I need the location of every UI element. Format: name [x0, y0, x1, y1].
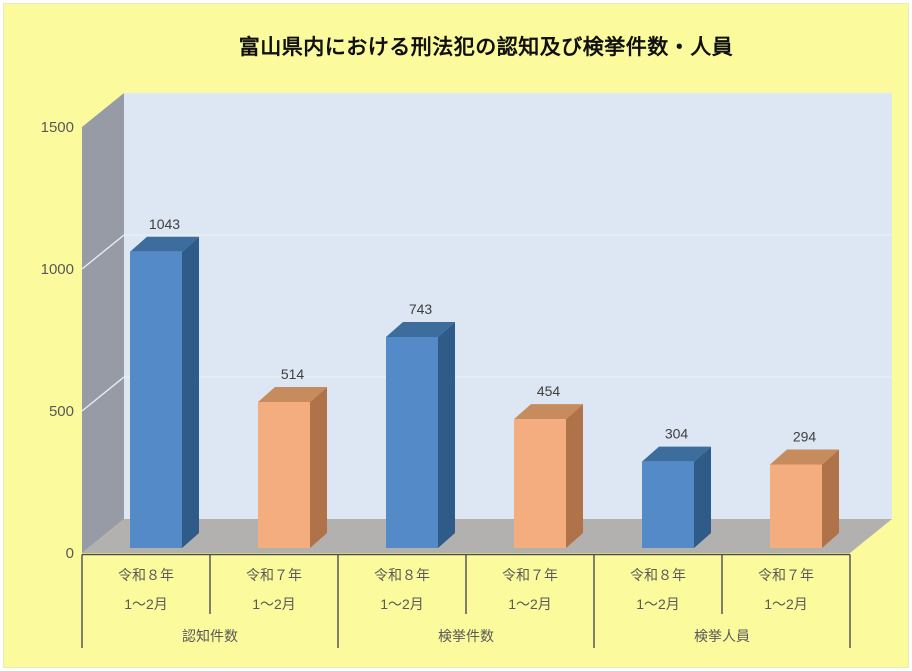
bar-side-face — [182, 236, 199, 548]
bar-front-face — [258, 402, 310, 548]
bar-value-label: 1043 — [149, 216, 180, 232]
category-month-label: 1〜2月 — [764, 596, 808, 612]
bar-side-face — [438, 321, 455, 548]
chart-title: 富山県内における刑法犯の認知及び検挙件数・人員 — [238, 36, 734, 59]
bar-value-label: 514 — [281, 366, 305, 382]
bar-top-face — [770, 449, 839, 465]
category-month-label: 1〜2月 — [124, 596, 168, 612]
bar-front-face — [642, 461, 694, 548]
category-year-label: 令和７年 — [502, 567, 558, 583]
bar-reiwa8 — [386, 321, 455, 548]
back-wall — [124, 93, 892, 519]
y-axis-tick-label: 1500 — [41, 119, 74, 136]
bar-top-face — [130, 236, 199, 252]
category-year-label: 令和８年 — [374, 567, 430, 583]
bar-side-face — [310, 387, 327, 548]
y-axis-tick-label: 0 — [66, 545, 74, 562]
bar-front-face — [514, 419, 566, 548]
bar-top-face — [514, 404, 583, 420]
bar-side-face — [566, 404, 583, 548]
side-wall — [82, 93, 124, 553]
bar-top-face — [642, 446, 711, 462]
category-year-label: 令和７年 — [246, 567, 302, 583]
bar-value-label: 454 — [537, 383, 561, 399]
category-month-label: 1〜2月 — [508, 596, 552, 612]
category-month-label: 1〜2月 — [252, 596, 296, 612]
bar-reiwa7 — [258, 387, 327, 548]
category-year-label: 令和７年 — [758, 567, 814, 583]
category-year-label: 令和８年 — [118, 567, 174, 583]
group-label: 認知件数 — [182, 628, 238, 644]
bar-reiwa7 — [514, 404, 583, 548]
bar-top-face — [386, 321, 455, 337]
bar-reiwa8 — [130, 236, 199, 548]
bar-value-label: 743 — [409, 301, 433, 317]
category-year-label: 令和８年 — [630, 567, 686, 583]
bar-front-face — [770, 464, 822, 548]
bar-side-face — [694, 446, 711, 548]
y-axis-tick-label: 1000 — [41, 261, 74, 278]
bar-value-label: 294 — [793, 429, 817, 445]
gridline-sidewall — [81, 234, 125, 270]
bar-reiwa7 — [770, 449, 839, 548]
gridline-sidewall — [81, 376, 125, 412]
y-axis-tick-label: 500 — [49, 403, 74, 420]
category-month-label: 1〜2月 — [636, 596, 680, 612]
bar-top-face — [258, 387, 327, 403]
group-label: 検挙件数 — [438, 628, 494, 644]
category-month-label: 1〜2月 — [380, 596, 424, 612]
group-label: 検挙人員 — [694, 628, 750, 644]
bar-value-label: 304 — [665, 426, 689, 442]
bar-front-face — [386, 336, 438, 548]
bar-reiwa8 — [642, 446, 711, 548]
bar-front-face — [130, 251, 182, 548]
bar-side-face — [822, 449, 839, 548]
